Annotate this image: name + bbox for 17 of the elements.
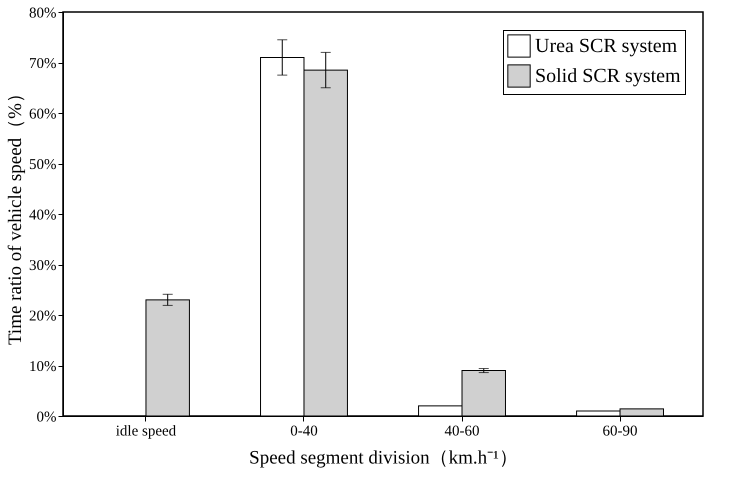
legend-label: Urea SCR system [535,35,678,57]
y-tick-label: 40% [29,208,56,224]
x-tick-label: 0-40 [290,424,318,440]
y-tick-label: 70% [29,56,56,72]
y-tick-label: 20% [29,308,56,324]
y-tick-label: 50% [29,157,56,173]
y-tick-label: 60% [29,106,56,122]
x-tick-label: 40-60 [444,424,480,440]
y-axis-title: Time ratio of vehicle speed（%） [5,84,26,346]
y-tick-label: 30% [29,258,56,274]
x-tick-label: idle speed [116,424,177,440]
legend-label: Solid SCR system [535,65,682,87]
y-tick-label: 0% [36,410,56,426]
x-tick-label: 60-90 [602,424,638,440]
y-tick-label: 10% [29,359,56,375]
y-tick-label: 80% [29,6,56,22]
x-axis-title: Speed segment division（km.h⁻¹） [249,448,518,468]
